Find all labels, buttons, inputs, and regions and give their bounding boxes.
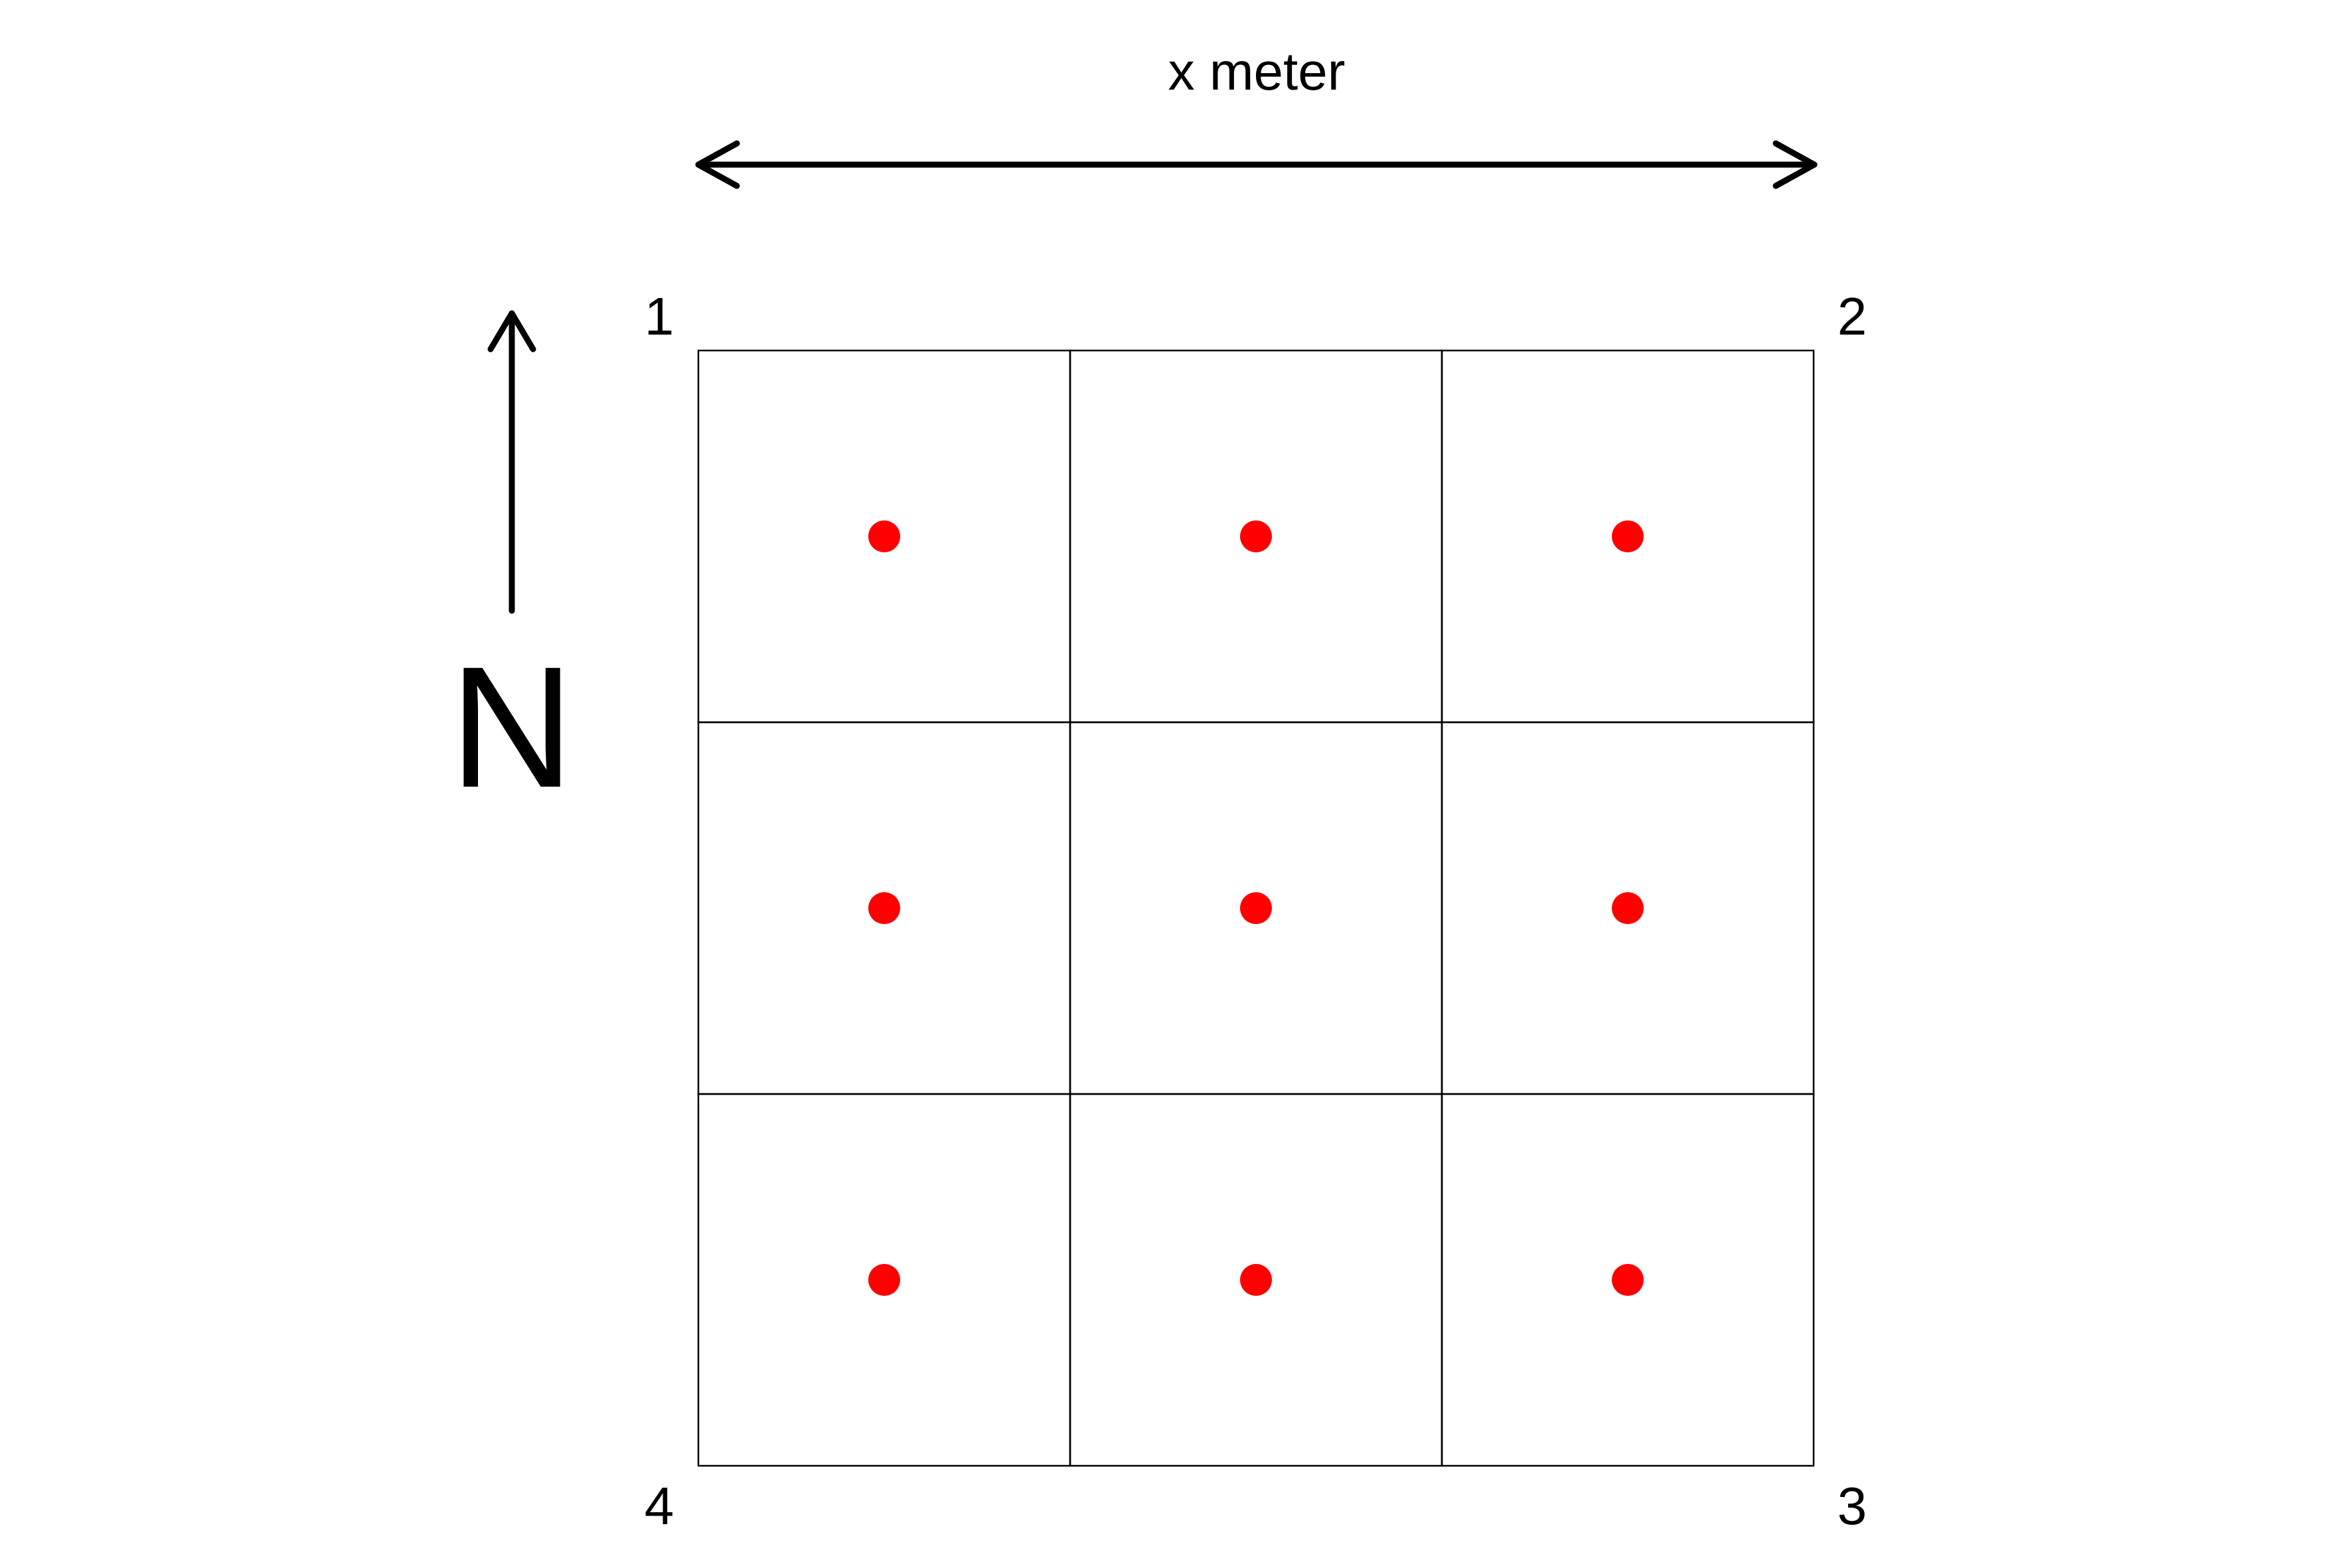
sample-point-r2-c3 [1612, 892, 1644, 924]
corner-label-bottom-left: 4 [645, 1476, 674, 1535]
sample-point-r2-c2 [1240, 892, 1272, 924]
width-label: x meter [1168, 42, 1346, 101]
sample-points [868, 520, 1644, 1296]
width-double-arrow-icon [695, 140, 1818, 189]
sample-point-r2-c1 [868, 892, 900, 924]
sample-point-r1-c3 [1612, 520, 1644, 552]
corner-label-top-right: 2 [1838, 287, 1867, 346]
sample-point-r3-c3 [1612, 1264, 1644, 1296]
sample-point-r1-c1 [868, 520, 900, 552]
grid-cell-r3-c3 [1441, 1093, 1815, 1467]
north-arrow-icon [487, 310, 536, 614]
north-label: N [449, 631, 574, 824]
corner-label-top-left: 1 [645, 287, 674, 346]
plot-grid [697, 349, 1815, 1467]
sample-point-r3-c2 [1240, 1264, 1272, 1296]
sample-point-r3-c1 [868, 1264, 900, 1296]
sample-point-r1-c2 [1240, 520, 1272, 552]
corner-label-bottom-right: 3 [1838, 1476, 1867, 1535]
